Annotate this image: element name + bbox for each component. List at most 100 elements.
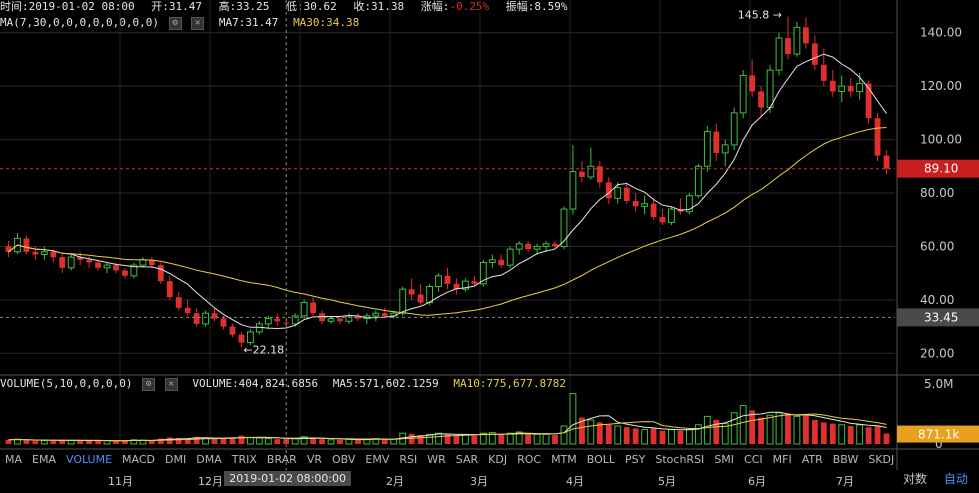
tab-ema[interactable]: EMA [32,453,56,466]
vol-value: VOLUME:404,824.6856 [192,377,319,390]
candle [40,246,48,260]
tab-vr[interactable]: VR [306,453,322,466]
candle-body [533,245,541,250]
ma-settings-icon[interactable]: ⚙ [168,16,182,30]
candle-body [300,302,308,317]
candle [694,163,702,199]
log-scale-button[interactable]: 对数 [903,472,928,486]
auto-scale-button[interactable]: 自动 [943,472,968,486]
tab-boll[interactable]: BOLL [586,453,616,466]
tab-sar[interactable]: SAR [455,453,479,466]
candle-body [856,82,864,92]
tab-kdj[interactable]: KDJ [488,453,508,466]
tab-dma[interactable]: DMA [196,453,222,466]
candle-body [515,243,523,250]
candle [614,182,622,204]
time-label: 2月 [386,475,404,488]
time-label: 3月 [470,475,488,488]
tab-bbw[interactable]: BBW [832,453,859,466]
candle-body [668,208,675,223]
price-tick-label: 80.00 [920,186,954,200]
volume-bar [40,439,48,445]
candle [766,64,774,113]
time-label: 7月 [836,475,854,488]
candle-body [130,264,138,277]
vol-settings-icon[interactable]: ⚙ [142,377,156,391]
candle-body [319,313,325,322]
candle-body [578,171,585,177]
volume-bar [847,426,854,444]
tab-skdj[interactable]: SKDJ [868,453,895,466]
tab-smi[interactable]: SMI [714,453,735,466]
ma-legend: MA(7,30,0,0,0,0,0,0,0,0) ⚙ ✕ MA7:31.47 M… [0,15,359,31]
tab-rsi[interactable]: RSI [399,453,418,466]
candle [319,310,325,324]
candle [703,126,711,172]
candle-body [605,182,612,199]
volume-bar [435,432,442,445]
price-tick-label: 120.00 [920,79,962,93]
volume-bar [488,432,496,445]
candle [749,59,756,97]
tab-emv[interactable]: EMV [365,453,390,466]
tab-obv[interactable]: OBV [332,453,356,466]
tab-brar[interactable]: BRAR [266,453,297,466]
candle-body [883,155,890,169]
candle [300,299,308,319]
tab-volume[interactable]: VOLUME [65,453,113,466]
tab-atr[interactable]: ATR [801,453,823,466]
volume-bar [5,439,12,444]
candle-body [246,331,254,344]
volume-bar [103,440,111,445]
candle [713,123,720,161]
tab-macd[interactable]: MACD [122,453,156,466]
volume-bar [498,434,505,444]
candle-body [103,264,111,269]
candle-body [5,246,12,252]
candle [587,147,595,180]
candle-body [283,322,290,324]
candle [103,262,111,274]
candle-body [50,251,57,258]
tab-wr[interactable]: WR [427,453,446,466]
candle-body [77,257,84,260]
candle [829,70,836,97]
vol-ma10-value: MA10:775,677.8782 [453,377,566,390]
tab-psy[interactable]: PSY [625,453,646,466]
tab-cci[interactable]: CCI [744,453,763,466]
volume-bar [148,440,155,444]
candle [596,160,603,188]
tab-ma[interactable]: MA [5,453,23,466]
vol-close-icon[interactable]: ✕ [164,377,178,391]
candle-body [525,243,532,250]
candle [229,323,236,338]
candle-body [184,307,191,314]
candle-body [86,259,93,263]
tab-roc[interactable]: ROC [517,453,542,466]
tab-stochrsi[interactable]: StochRSI [655,453,705,466]
chart-canvas[interactable]: 145.8 → ←22.18 140.00 120.00 100.00 80.00 60.… [0,0,979,470]
cursor-time-tag: 2019-01-02 08:00:00 [224,471,352,486]
volume-bar [829,423,836,444]
volume-bar [426,433,433,445]
info-change-value: -0.25% [449,0,490,13]
candle [166,275,173,300]
candle-body [820,64,827,81]
tab-trix[interactable]: TRIX [231,453,257,466]
volume-bar [264,438,272,445]
candle-body [462,280,469,290]
candle-body [399,288,407,314]
candle-body [874,118,881,156]
info-high: 高:33.25 [218,0,270,13]
tab-dmi[interactable]: DMI [165,453,187,466]
vol-tick-top: 5.0M [924,377,953,391]
candle-body [32,251,39,255]
tab-mfi[interactable]: MFI [772,453,792,466]
info-time: 时间:2019-01-02 08:00 [0,0,135,13]
volume-bar [300,436,308,445]
candle [488,254,496,268]
candle [721,139,729,167]
tab-mtm[interactable]: MTM [551,453,577,466]
candle-body [229,326,236,335]
ma-close-icon[interactable]: ✕ [191,16,205,30]
